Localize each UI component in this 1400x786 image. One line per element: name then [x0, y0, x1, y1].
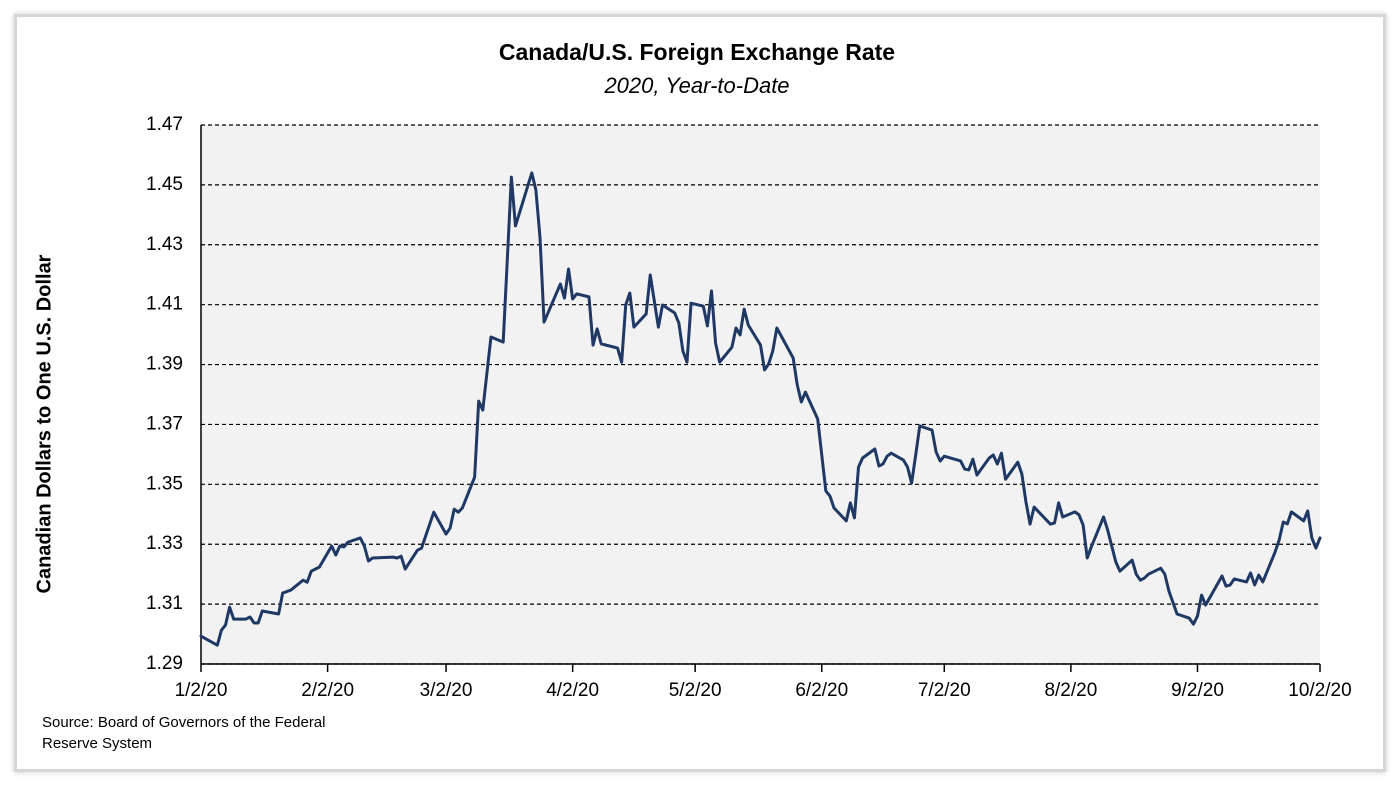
chart-subtitle: 2020, Year-to-Date	[603, 73, 789, 98]
y-tick-label: 1.37	[146, 413, 183, 434]
y-tick-label: 1.47	[146, 114, 183, 135]
y-axis-label: Canadian Dollars to One U.S. Dollar	[33, 254, 55, 593]
plot-background	[201, 125, 1320, 664]
x-tick-label: 4/2/20	[546, 680, 599, 701]
x-tick-label: 8/2/20	[1044, 680, 1097, 701]
x-tick-label: 7/2/20	[918, 680, 971, 701]
y-tick-label: 1.39	[146, 354, 183, 375]
y-tick-label: 1.29	[146, 653, 183, 674]
y-tick-label: 1.45	[146, 174, 183, 195]
x-tick-label: 2/2/20	[301, 680, 354, 701]
chart-title: Canada/U.S. Foreign Exchange Rate	[499, 39, 895, 65]
x-tick-label: 6/2/20	[795, 680, 848, 701]
y-tick-label: 1.35	[146, 473, 183, 494]
x-tick-label: 9/2/20	[1171, 680, 1224, 701]
y-tick-label: 1.41	[146, 294, 183, 315]
source-note: Source: Board of Governors of the Federa…	[42, 714, 326, 752]
x-tick-label: 10/2/20	[1288, 680, 1351, 701]
y-tick-label: 1.31	[146, 593, 183, 614]
y-tick-label: 1.43	[146, 234, 183, 255]
y-tick-label: 1.33	[146, 533, 183, 554]
x-tick-label: 1/2/20	[175, 680, 228, 701]
fx-rate-line	[199, 171, 1322, 647]
x-tick-label: 3/2/20	[420, 680, 473, 701]
x-tick-label: 5/2/20	[669, 680, 722, 701]
